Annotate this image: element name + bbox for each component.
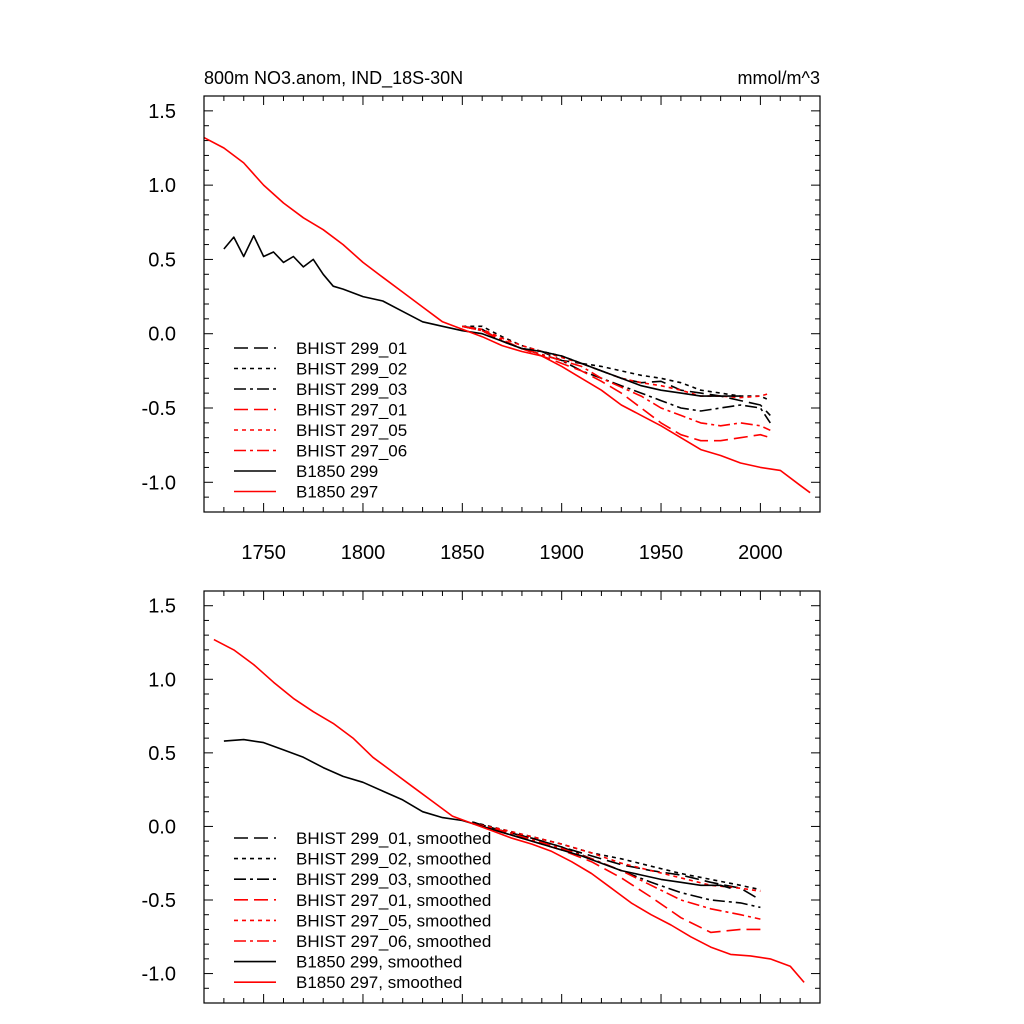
legend-label: BHIST 299_01, smoothed xyxy=(296,829,491,848)
legend-label: B1850 297 xyxy=(296,483,378,502)
legend-label: BHIST 297_05, smoothed xyxy=(296,911,491,930)
y-tick-labels: 1.5 1.0 0.5 0.0 -0.5 -1.0 xyxy=(142,596,176,986)
legend-label: BHIST 297_06, smoothed xyxy=(296,932,491,951)
plot-area xyxy=(213,638,805,983)
legend-label: BHIST 297_01, smoothed xyxy=(296,891,491,910)
legend-label: BHIST 299_03, smoothed xyxy=(296,870,491,889)
y-tick-label: 1.5 xyxy=(148,596,176,618)
legend-label: BHIST 299_03 xyxy=(296,380,407,399)
series-line xyxy=(462,325,771,399)
bottom-panel: 1.5 1.0 0.5 0.0 -0.5 -1.0 BHIST 299_01, smoot… xyxy=(142,590,821,1004)
x-tick-label: 1900 xyxy=(539,542,584,564)
legend-label: BHIST 297_01 xyxy=(296,401,407,420)
y-tick-label: 0.0 xyxy=(148,324,176,346)
series-line xyxy=(472,822,761,920)
chart-title: 800m NO3.anom, IND_18S-30N xyxy=(204,68,463,89)
series-line xyxy=(223,234,741,397)
legend-label: B1850 297, smoothed xyxy=(296,973,462,992)
x-tick-label: 1750 xyxy=(241,542,286,564)
legend-label: BHIST 299_01 xyxy=(296,339,407,358)
tick-marks xyxy=(204,591,821,1003)
y-tick-label: 0.5 xyxy=(148,743,176,765)
series-line xyxy=(472,822,761,892)
legend: BHIST 299_01, smoothed BHIST 299_02, smoo… xyxy=(234,829,491,992)
y-tick-label: -0.5 xyxy=(142,890,176,912)
legend-label: BHIST 299_02, smoothed xyxy=(296,850,491,869)
units-label: mmol/m^3 xyxy=(738,68,820,88)
series-line xyxy=(472,821,761,901)
y-tick-label: 1.0 xyxy=(148,175,176,197)
legend-label: BHIST 297_05 xyxy=(296,421,407,440)
series-line xyxy=(462,325,771,402)
x-tick-label: 1950 xyxy=(639,542,684,564)
y-tick-label: -1.0 xyxy=(142,472,176,494)
y-tick-labels: 1.5 1.0 0.5 0.0 -0.5 -1.0 xyxy=(142,101,176,494)
series-line xyxy=(462,325,771,432)
legend-label: B1850 299 xyxy=(296,462,378,481)
series-line xyxy=(472,821,761,891)
y-tick-label: 1.5 xyxy=(148,101,176,123)
y-tick-label: -1.0 xyxy=(142,964,176,986)
plot-frame xyxy=(203,590,821,1004)
y-tick-label: 1.0 xyxy=(148,669,176,691)
series-line xyxy=(213,638,805,983)
y-tick-label: 0.0 xyxy=(148,816,176,838)
top-panel: 800m NO3.anom, IND_18S-30N mmol/m^3 1750… xyxy=(142,68,821,564)
legend-label: BHIST 299_02 xyxy=(296,360,407,379)
x-tick-labels: 1750 1800 1850 1900 1950 2000 xyxy=(241,542,782,564)
plot-frame xyxy=(203,95,821,513)
x-tick-label: 1800 xyxy=(341,542,386,564)
legend-label: B1850 299, smoothed xyxy=(296,953,462,972)
x-tick-label: 1850 xyxy=(440,542,485,564)
y-tick-label: -0.5 xyxy=(142,398,176,420)
series-line xyxy=(462,325,771,442)
series-line xyxy=(203,136,811,494)
x-tick-label: 2000 xyxy=(738,542,783,564)
y-tick-label: 0.5 xyxy=(148,249,176,271)
plot-area xyxy=(203,136,811,494)
legend-label: BHIST 297_06 xyxy=(296,442,407,461)
